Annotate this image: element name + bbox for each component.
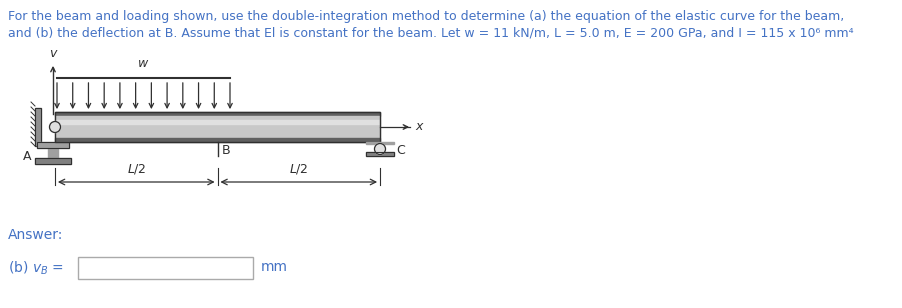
Text: (b) $v_B$ =: (b) $v_B$ = <box>8 260 64 278</box>
Bar <box>37 142 69 148</box>
Text: mm: mm <box>261 260 288 274</box>
Text: and (b) the deflection at B. Assume that El is constant for the beam. Let w = 11: and (b) the deflection at B. Assume that… <box>8 26 853 39</box>
Bar <box>55 116 380 138</box>
Bar <box>35 158 71 164</box>
Text: Answer:: Answer: <box>8 228 63 242</box>
Text: $\mathit{L/2}$: $\mathit{L/2}$ <box>290 162 308 176</box>
Text: For the beam and loading shown, use the double-integration method to determine (: For the beam and loading shown, use the … <box>8 10 844 23</box>
Text: A: A <box>23 149 31 163</box>
Bar <box>37 142 69 148</box>
Text: $\mathit{L/2}$: $\mathit{L/2}$ <box>126 162 146 176</box>
Bar <box>35 158 71 164</box>
Bar <box>366 142 394 144</box>
Circle shape <box>50 121 60 132</box>
Bar <box>48 148 58 160</box>
Bar <box>35 108 41 146</box>
Bar <box>55 138 380 142</box>
Bar <box>55 120 380 124</box>
Text: C: C <box>396 144 405 156</box>
Bar <box>366 152 394 156</box>
Bar <box>55 112 380 116</box>
Text: v: v <box>50 47 57 60</box>
Bar <box>366 152 394 156</box>
Bar <box>55 112 380 142</box>
Bar <box>35 108 41 146</box>
Bar <box>78 257 253 279</box>
Text: w: w <box>138 57 149 70</box>
Text: x: x <box>415 120 422 133</box>
Circle shape <box>374 144 385 155</box>
Text: B: B <box>222 144 230 156</box>
